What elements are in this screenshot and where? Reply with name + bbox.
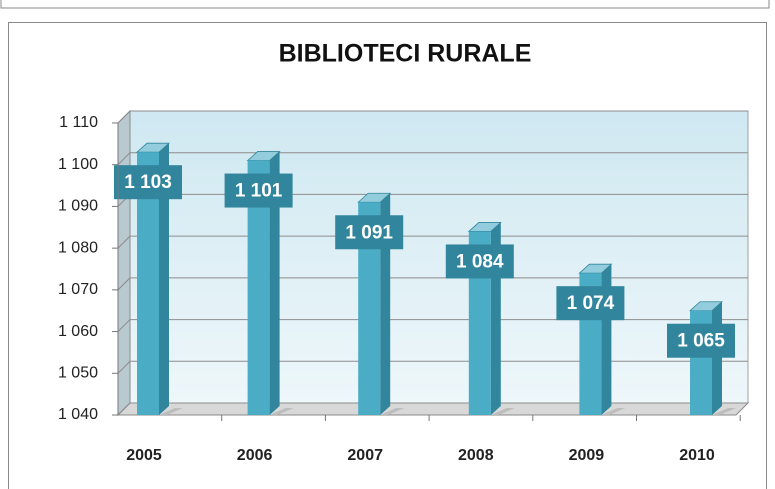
grid-diagonal [117, 402, 131, 416]
value-label: 1 103 [124, 172, 172, 193]
bar [137, 152, 159, 415]
bar-side [712, 301, 722, 415]
value-label: 1 091 [345, 222, 393, 243]
side-wall [117, 109, 131, 417]
bar [247, 160, 270, 415]
value-label-box [445, 244, 514, 279]
grid [117, 110, 748, 416]
grid-diagonal [117, 235, 131, 249]
value-label: 1 101 [235, 181, 283, 202]
value-label: 1 084 [456, 251, 504, 272]
value-label: 1 074 [567, 293, 615, 314]
x-tick-label: 2005 [126, 447, 162, 464]
grid-diagonal [117, 152, 131, 166]
y-tick-label: 1 100 [58, 156, 98, 173]
bar-shadow [380, 408, 405, 415]
x-tick-label: 2010 [679, 447, 715, 464]
grid-diagonal [117, 110, 131, 124]
bar [358, 202, 381, 415]
value-label-box [556, 286, 625, 321]
y-tick-label: 1 070 [58, 281, 98, 298]
top-panel [0, 0, 770, 9]
value-label-box [667, 323, 735, 358]
bar-shadow [269, 408, 294, 415]
bar-shadow [601, 408, 626, 415]
x-tick-label: 2007 [347, 447, 383, 464]
bar-side [159, 143, 169, 415]
bars: 1 103 1 101 1 091 1 084 1 074 1 065 [114, 142, 736, 416]
grid-diagonal [117, 277, 131, 291]
bar-shadow [712, 408, 736, 415]
y-tick-label: 1 050 [58, 365, 98, 382]
grid-diagonal [117, 319, 131, 332]
value-label-box [224, 173, 293, 208]
y-tick-label: 1 060 [58, 323, 98, 340]
value-label-box [335, 215, 404, 250]
bar-shadow [159, 408, 183, 415]
floor [116, 402, 750, 416]
grid-diagonal [117, 360, 131, 374]
y-tick-label: 1 090 [58, 198, 98, 215]
chart-title: BIBLIOTECI RURALE [279, 40, 532, 68]
value-label: 1 065 [677, 331, 725, 352]
x-tick-label: 2009 [569, 447, 605, 464]
bar-side [269, 151, 280, 416]
value-label-box [114, 165, 182, 200]
back-wall [129, 110, 749, 404]
bar-shadow [490, 408, 515, 415]
y-tick-label: 1 110 [59, 114, 98, 131]
x-tick-label: 2008 [458, 447, 494, 464]
y-tick-label: 1 080 [58, 239, 98, 256]
y-tick-label: 1 040 [58, 406, 98, 423]
x-tick-label: 2006 [237, 447, 273, 464]
